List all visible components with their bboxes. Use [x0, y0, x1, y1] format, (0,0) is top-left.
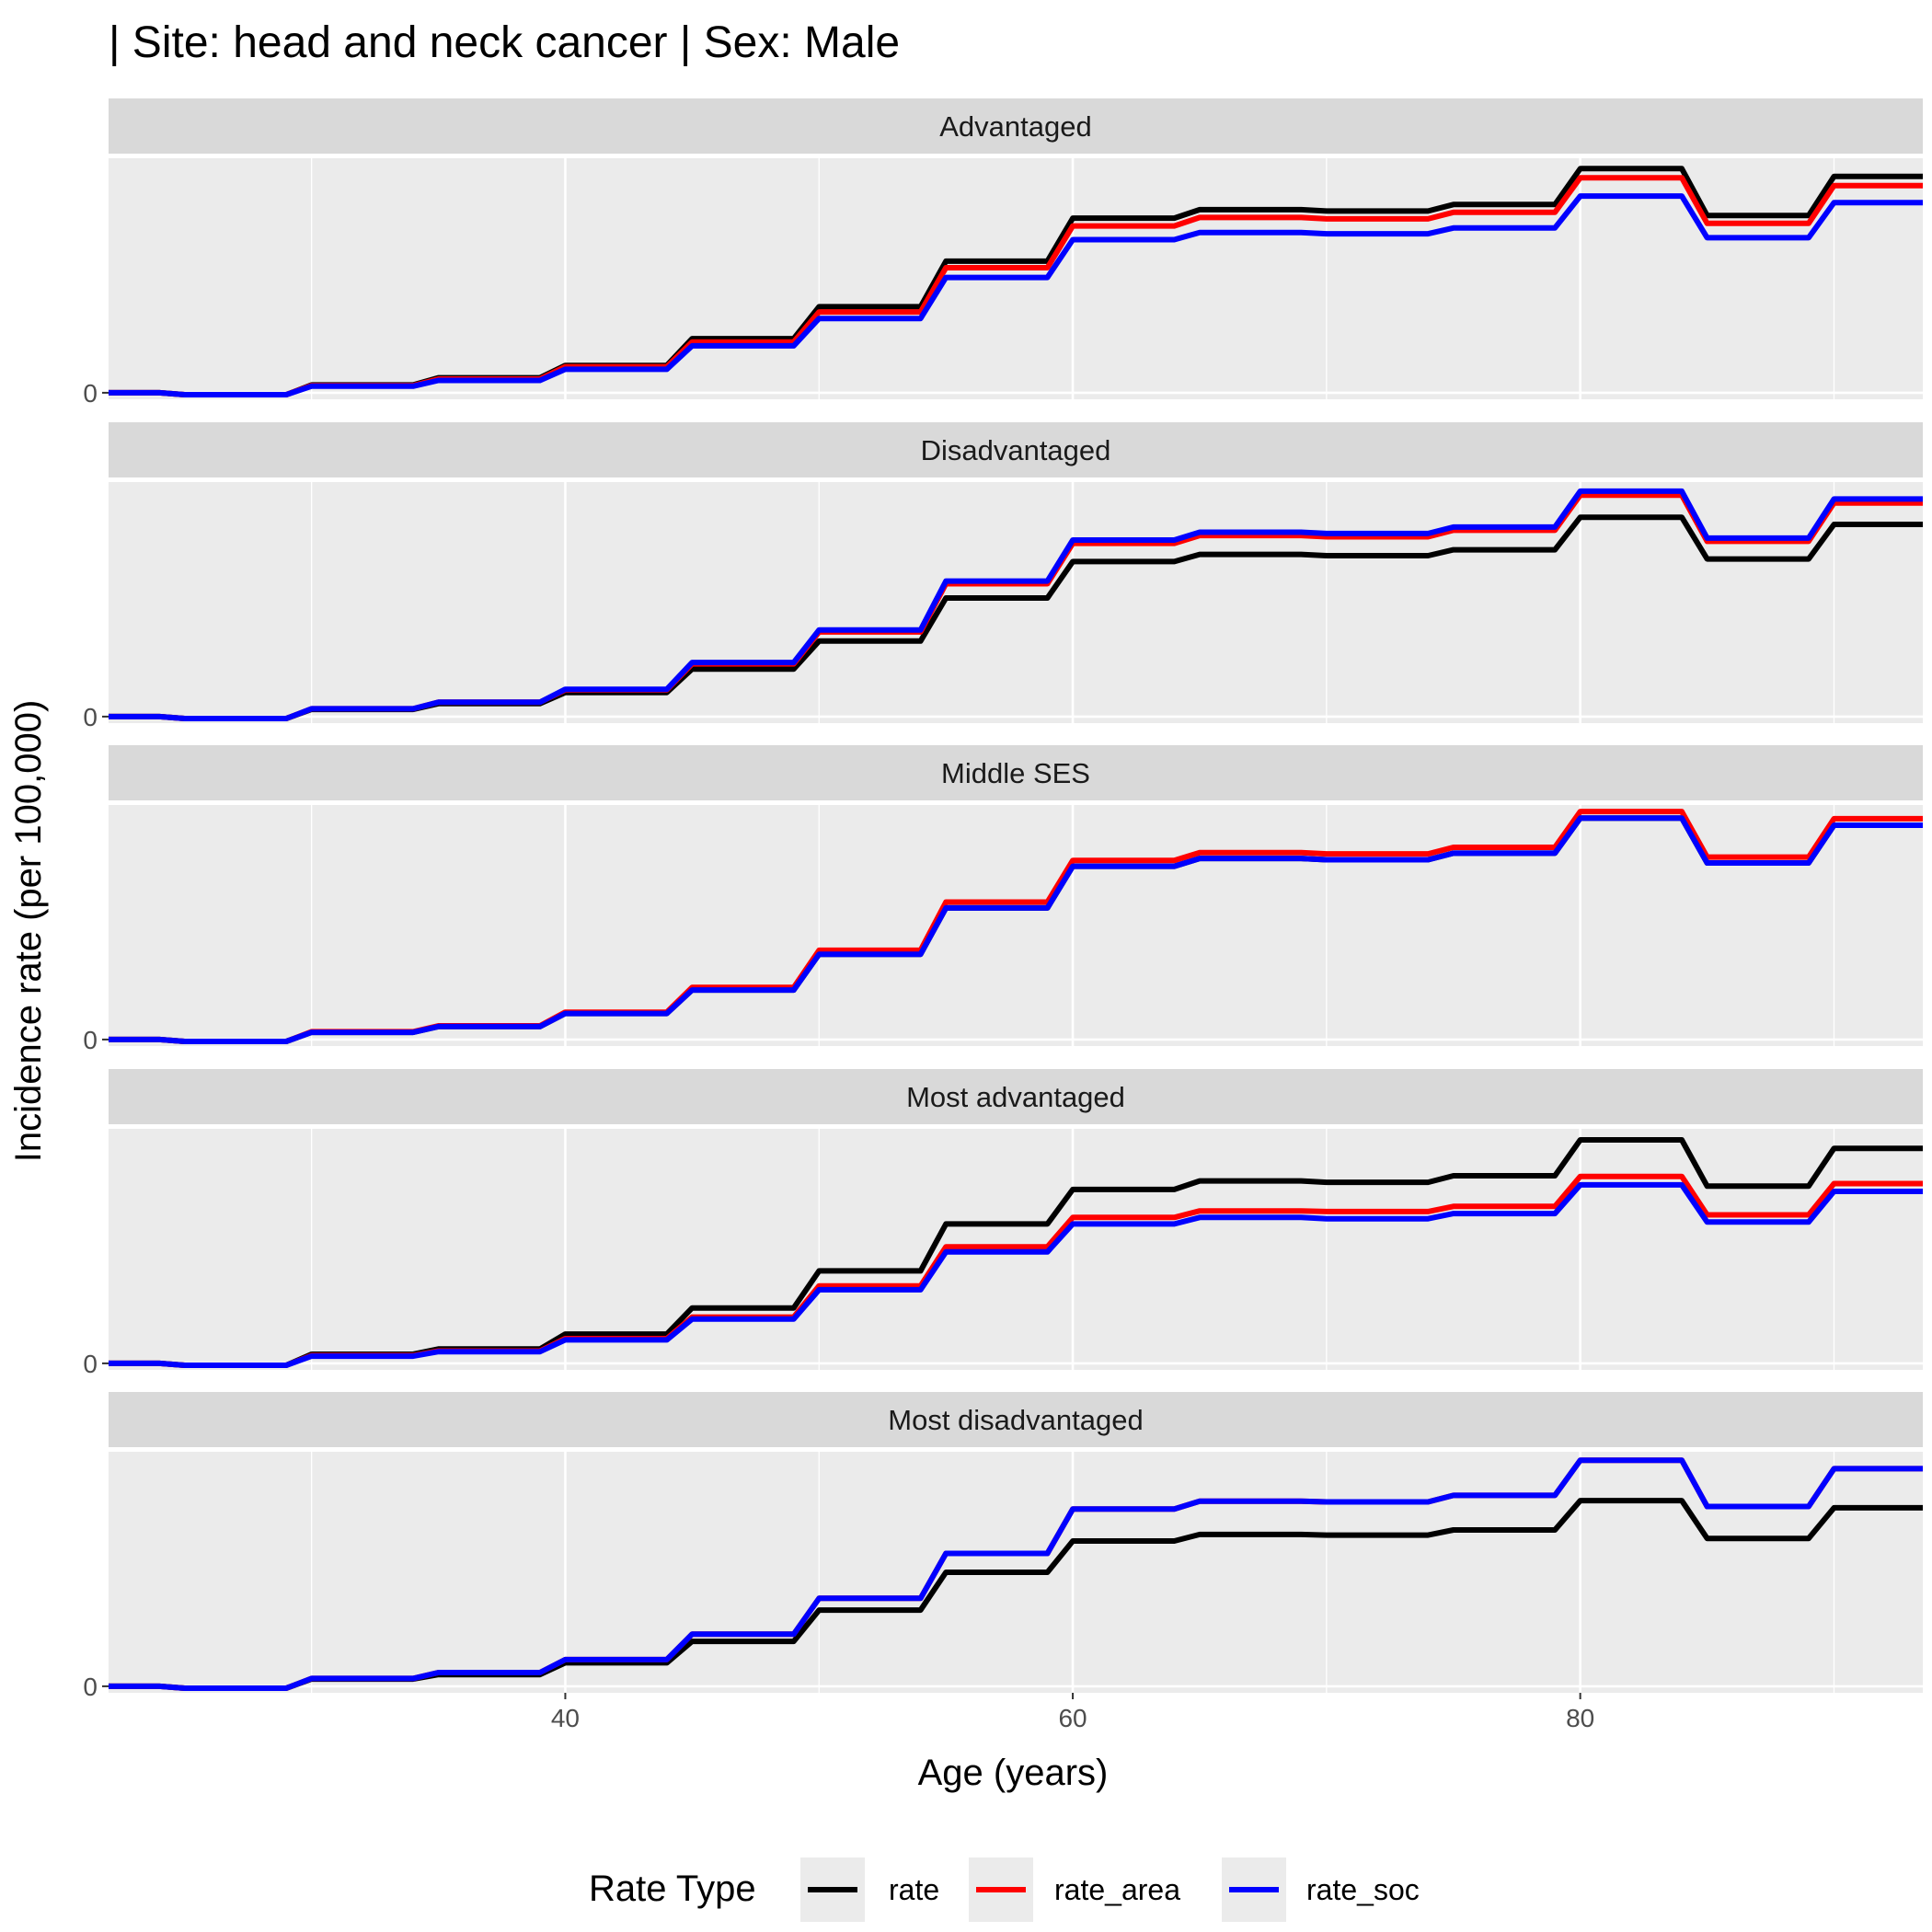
facet-strip: [109, 98, 1923, 154]
series-line-rate-soc: [109, 1181, 1923, 1368]
facet-panel: Advantaged 0: [83, 98, 1923, 408]
facet-panel: Disadvantaged 0: [83, 422, 1923, 731]
facet-panel: Middle SES 0: [83, 745, 1923, 1054]
panel-background: [109, 805, 1923, 1046]
facet-panel: Most advantaged 0: [83, 1069, 1923, 1378]
facet-strip: [109, 1392, 1923, 1447]
facet-panel: Most disadvantaged 0: [83, 1392, 1923, 1701]
facet-strip-label: Advantaged: [939, 110, 1091, 143]
facet-strip: [109, 1069, 1923, 1124]
x-axis: 40 60 80: [551, 1693, 1594, 1732]
x-tick-label: 80: [1566, 1704, 1594, 1732]
series-line-rate-soc: [109, 193, 1923, 397]
y-tick-label: 0: [83, 379, 98, 408]
series-line-rate-soc: [109, 815, 1923, 1044]
facet-strip-label: Middle SES: [941, 757, 1090, 789]
facet-strip-label: Most advantaged: [906, 1081, 1125, 1113]
legend-label: rate_soc: [1306, 1873, 1420, 1906]
legend: Rate Type rate rate_area rate_soc: [589, 1857, 1420, 1922]
legend-label: rate_area: [1054, 1873, 1180, 1906]
legend-item-rate: rate: [800, 1857, 939, 1922]
x-axis-title: Age (years): [918, 1753, 1109, 1793]
x-tick-label: 40: [551, 1704, 580, 1732]
legend-item-rate-soc: rate_soc: [1222, 1857, 1420, 1922]
legend-label: rate: [889, 1873, 939, 1906]
facet-strip-label: Disadvantaged: [921, 434, 1111, 466]
chart-title: | Site: head and neck cancer | Sex: Male: [109, 18, 900, 67]
facet-strip: [109, 422, 1923, 477]
x-tick-label: 60: [1058, 1704, 1087, 1732]
series-line-rate-soc: [109, 1457, 1923, 1691]
y-tick-label: 0: [83, 1026, 98, 1054]
y-tick-label: 0: [83, 703, 98, 731]
legend-item-rate-area: rate_area: [969, 1857, 1180, 1922]
y-axis-title: Incidence rate (per 100,000): [8, 700, 49, 1163]
legend-title: Rate Type: [589, 1869, 756, 1909]
y-tick-label: 0: [83, 1350, 98, 1378]
panel-background: [109, 482, 1923, 723]
series-line-rate-soc: [109, 488, 1923, 721]
facet-strip: [109, 745, 1923, 800]
y-tick-label: 0: [83, 1673, 98, 1701]
facet-strip-label: Most disadvantaged: [888, 1404, 1143, 1436]
